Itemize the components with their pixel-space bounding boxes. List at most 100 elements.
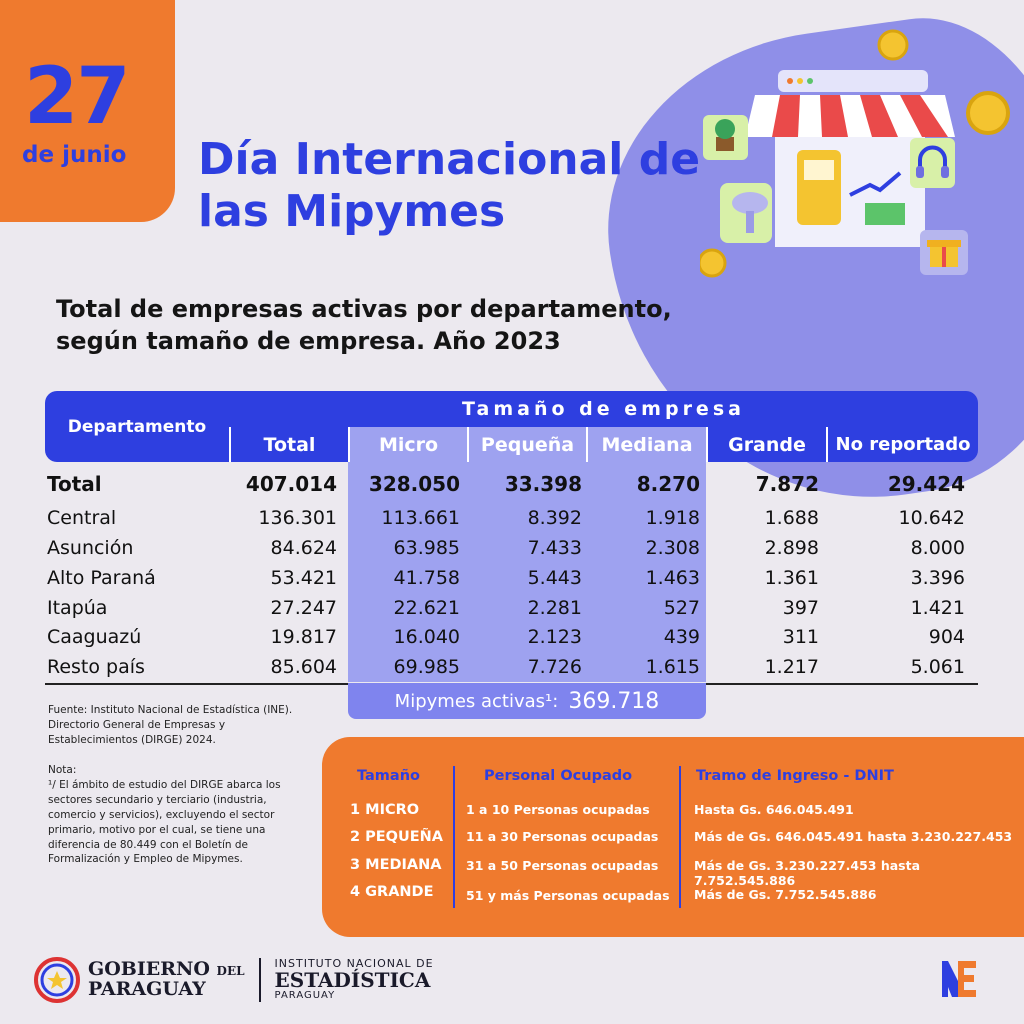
cell-micro: 63.985 bbox=[393, 537, 460, 559]
legend-header-tramo: Tramo de Ingreso - DNIT bbox=[696, 768, 894, 784]
table-row: Itapúa 27.247 22.621 2.281 527 397 1.421 bbox=[47, 597, 977, 627]
table-row: Total 407.014 328.050 33.398 8.270 7.872… bbox=[47, 472, 977, 502]
cell-pequena: 2.123 bbox=[527, 626, 582, 648]
ine-logo bbox=[942, 961, 976, 997]
table-subtitle: Total de empresas activas por departamen… bbox=[56, 295, 672, 356]
size-group-header: Tamaño de empresa bbox=[229, 391, 978, 427]
cell-pequena: 8.392 bbox=[527, 507, 582, 529]
col-header-micro: Micro bbox=[348, 427, 467, 462]
legend-size: 4 GRANDE bbox=[350, 884, 434, 900]
cell-grande: 7.872 bbox=[755, 472, 819, 496]
cell-micro: 22.621 bbox=[393, 597, 460, 619]
footnote-title: Nota: bbox=[48, 764, 77, 776]
legend-divider bbox=[453, 766, 455, 908]
cell-micro: 41.758 bbox=[393, 567, 460, 589]
cell-no-reportado: 904 bbox=[928, 626, 965, 648]
cell-mediana: 2.308 bbox=[645, 537, 700, 559]
cell-mediana: 439 bbox=[663, 626, 700, 648]
row-dept: Alto Paraná bbox=[47, 567, 156, 589]
cell-micro: 328.050 bbox=[368, 472, 460, 496]
table-row: Caaguazú 19.817 16.040 2.123 439 311 904 bbox=[47, 626, 977, 656]
cell-total: 19.817 bbox=[270, 626, 337, 648]
cell-total: 84.624 bbox=[270, 537, 337, 559]
legend-personal: 11 a 30 Personas ocupadas bbox=[466, 829, 659, 844]
cell-no-reportado: 1.421 bbox=[910, 597, 965, 619]
hair-dryer-icon bbox=[720, 183, 772, 243]
cell-grande: 397 bbox=[782, 597, 819, 619]
col-header-grande: Grande bbox=[706, 427, 826, 462]
cell-mediana: 1.463 bbox=[645, 567, 700, 589]
legend-tramo: Más de Gs. 646.045.491 hasta 3.230.227.4… bbox=[694, 829, 1013, 844]
cell-grande: 2.898 bbox=[764, 537, 819, 559]
date-day: 27 bbox=[24, 52, 131, 142]
date-month: de junio bbox=[22, 142, 127, 168]
cell-mediana: 1.918 bbox=[645, 507, 700, 529]
legend-divider bbox=[679, 766, 681, 908]
cell-micro: 69.985 bbox=[393, 656, 460, 678]
cell-pequena: 7.726 bbox=[527, 656, 582, 678]
cell-mediana: 527 bbox=[663, 597, 700, 619]
cell-pequena: 33.398 bbox=[504, 472, 582, 496]
table-row: Central 136.301 113.661 8.392 1.918 1.68… bbox=[47, 507, 977, 537]
row-dept: Asunción bbox=[47, 537, 134, 559]
mipymes-total-badge: Mipymes activas¹: 369.718 bbox=[348, 683, 706, 719]
row-dept: Resto país bbox=[47, 656, 145, 678]
coin-icon bbox=[700, 29, 1010, 278]
cell-no-reportado: 29.424 bbox=[887, 472, 965, 496]
page-title: Día Internacional de las Mipymes bbox=[198, 134, 701, 237]
cell-no-reportado: 8.000 bbox=[910, 537, 965, 559]
headphones-icon bbox=[910, 138, 955, 188]
row-dept: Caaguazú bbox=[47, 626, 142, 648]
seal-icon bbox=[34, 957, 80, 1003]
cell-micro: 16.040 bbox=[393, 626, 460, 648]
cell-pequena: 5.443 bbox=[527, 567, 582, 589]
footnote-text: ¹/ El ámbito de estudio del DIRGE abarca… bbox=[48, 778, 281, 866]
table-row: Alto Paraná 53.421 41.758 5.443 1.463 1.… bbox=[47, 567, 977, 597]
cell-pequena: 2.281 bbox=[527, 597, 582, 619]
cell-total: 53.421 bbox=[270, 567, 337, 589]
cell-grande: 311 bbox=[782, 626, 819, 648]
row-dept: Central bbox=[47, 507, 117, 529]
legend-personal: 51 y más Personas ocupadas bbox=[466, 888, 670, 903]
del-text: DEL bbox=[216, 964, 245, 979]
cell-no-reportado: 3.396 bbox=[910, 567, 965, 589]
legend-personal: 1 a 10 Personas ocupadas bbox=[466, 802, 650, 817]
legend-tramo: Más de Gs. 7.752.545.886 bbox=[694, 887, 877, 902]
gift-icon bbox=[920, 230, 968, 275]
col-header-pequena: Pequeña bbox=[467, 427, 586, 462]
table-row: Resto país 85.604 69.985 7.726 1.615 1.2… bbox=[47, 656, 977, 686]
footer-divider bbox=[258, 958, 261, 1002]
government-logo: GOBIERNO DEL PARAGUAY INSTITUTO NACIONAL… bbox=[34, 955, 434, 1005]
cell-no-reportado: 5.061 bbox=[910, 656, 965, 678]
cell-total: 85.604 bbox=[270, 656, 337, 678]
legend-personal: 31 a 50 Personas ocupadas bbox=[466, 858, 659, 873]
legend-size: 1 MICRO bbox=[350, 802, 420, 818]
cell-pequena: 7.433 bbox=[527, 537, 582, 559]
ine-line3: PARAGUAY bbox=[274, 990, 336, 1002]
dept-header: Departamento bbox=[45, 391, 229, 462]
shop-illustration bbox=[700, 29, 1010, 278]
row-dept: Total bbox=[47, 472, 102, 496]
footnote: Nota: ¹/ El ámbito de estudio del DIRGE … bbox=[48, 763, 318, 867]
gobierno-wordmark: GOBIERNO DEL PARAGUAY bbox=[88, 959, 245, 1000]
cell-total: 27.247 bbox=[270, 597, 337, 619]
date-badge: 27 de junio bbox=[0, 0, 175, 222]
size-legend-panel bbox=[322, 737, 1024, 937]
legend-size: 2 PEQUEÑA bbox=[350, 829, 444, 845]
table-row: Asunción 84.624 63.985 7.433 2.308 2.898… bbox=[47, 537, 977, 567]
legend-size: 3 MEDIANA bbox=[350, 857, 442, 873]
cell-micro: 113.661 bbox=[381, 507, 460, 529]
cell-grande: 1.688 bbox=[764, 507, 819, 529]
cell-total: 136.301 bbox=[258, 507, 337, 529]
legend-header-personal: Personal Ocupado bbox=[484, 768, 633, 784]
paraguay-text: PARAGUAY bbox=[88, 978, 206, 1000]
plant-icon bbox=[703, 115, 748, 160]
legend-header-tamano: Tamaño bbox=[357, 768, 420, 784]
cell-mediana: 8.270 bbox=[636, 472, 700, 496]
cell-grande: 1.361 bbox=[764, 567, 819, 589]
row-dept: Itapúa bbox=[47, 597, 108, 619]
mipymes-label: Mipymes activas¹: bbox=[394, 690, 559, 712]
cell-grande: 1.217 bbox=[764, 656, 819, 678]
source-note: Fuente: Instituto Nacional de Estadístic… bbox=[48, 704, 293, 746]
col-header-no-reportado: No reportado bbox=[826, 427, 978, 462]
